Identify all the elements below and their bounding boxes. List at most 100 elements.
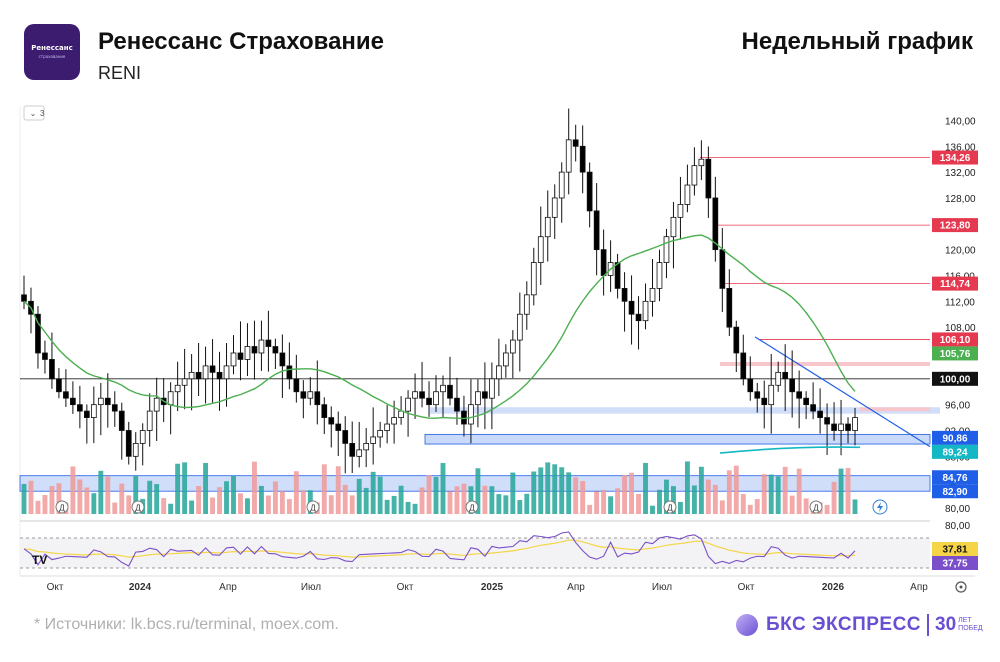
candle-down [782,371,789,380]
price-tag-label: 105,76 [940,349,971,360]
volume-bar [726,470,732,514]
volume-bar [447,491,453,514]
candle-down [419,391,425,399]
volume-bar [405,501,411,514]
dividend-marker-label: Д [667,504,673,513]
x-tick-label: Апр [567,582,585,593]
candle-up [698,158,705,167]
price-tag-box [932,444,978,459]
volume-bar [538,467,544,514]
support-zone-95 [430,407,940,414]
volume-bar [580,481,586,514]
candle-down [321,404,328,418]
volume-bar [712,484,718,514]
candle-up [391,417,397,425]
volume-bar [733,465,739,514]
volume-bar [489,486,495,514]
volume-bar [28,480,34,514]
candle-up [412,391,418,399]
candle-down [454,397,460,412]
candle-down [803,397,809,406]
candle-down [831,423,837,431]
candle-up [223,365,230,380]
brand-logo: БКС ЭКСПРЕСС 30 ЛЕТ ПОБЕД [736,612,983,638]
candle-up [181,378,188,386]
x-axis-ticks: Окт 2024 Апр Июл Окт 2025 Апр Июл Окт 2026 Апр [47,582,929,593]
candle-up [489,378,495,399]
candle-up [544,216,551,238]
candle-up [537,236,544,263]
candle-up [90,404,97,418]
logo-subtext: страхование [38,54,66,59]
x-tick-label: 2024 [129,582,152,593]
lightning-icon[interactable] [872,499,888,515]
volume-bar [775,476,781,514]
price-tag-label: 84,76 [942,473,967,484]
volume-bar [56,483,62,514]
volume-bar [747,504,753,514]
candle-up [503,352,509,367]
dividend-marker-label: Д [469,504,475,513]
candle-up [523,294,530,315]
candle-down [328,417,335,425]
candle-down [600,249,607,276]
support-zone-90 [424,433,931,445]
volume-bar [831,481,837,514]
volume-bar [42,495,48,514]
volume-bar [629,472,634,514]
candle-down [104,397,111,406]
candle-up [475,391,481,406]
volume-bar [300,490,306,514]
tradingview-logo: TV [32,553,47,567]
candle-up [768,384,775,406]
price-tag-resistance: 123,80 [932,218,978,233]
price-tag-label: 123,80 [940,221,971,232]
interval-badge[interactable]: ⌄ 3 [23,105,45,121]
candle-up [153,397,160,412]
candle-down [628,300,635,315]
price-tag-support: 90,86 [932,430,978,445]
y-tick-label: 128,00 [945,194,976,205]
volume-bar [684,461,690,514]
candle-up [838,423,844,431]
candle-down [572,139,579,147]
candle-up [167,391,174,406]
y-tick-label: 112,00 [945,297,975,308]
volume-bar [286,499,292,514]
price-tag-label: 100,00 [940,374,971,385]
candle-up [691,165,698,186]
candle-down [817,410,823,418]
candle-up [363,443,370,451]
candle-up [230,352,237,367]
volume-bar [168,503,174,514]
volume-bar [622,475,628,514]
brand-name: БКС ЭКСПРЕСС [766,614,922,635]
candle-down [747,378,754,393]
dividend-marker [306,500,320,514]
candle-down [70,397,76,406]
candle-down [461,410,467,425]
volume-bar [643,462,648,514]
price-chart[interactable]: ⌄ 3 140,00136,00132,00128,00124,00120,00… [0,100,1000,600]
volume-bar [189,500,195,514]
candle-down [447,384,453,399]
candle-up [565,139,572,173]
volume-bar [272,481,278,514]
volume-bar [573,477,579,514]
candle-up [551,197,558,218]
settings-icon[interactable] [955,581,967,593]
candle-up [377,430,383,438]
volume-bar [335,466,341,514]
candle-down [719,249,726,289]
dividend-marker [131,500,145,514]
volume-bar [782,466,788,514]
price-tag-label: 90,86 [942,433,967,444]
candle-down [342,430,349,444]
volume-bar [768,474,774,514]
candle-down [237,352,244,360]
volume-bar [217,487,222,514]
volume-bar [412,503,418,514]
price-tag-box [932,332,978,347]
candle-down [579,145,586,173]
